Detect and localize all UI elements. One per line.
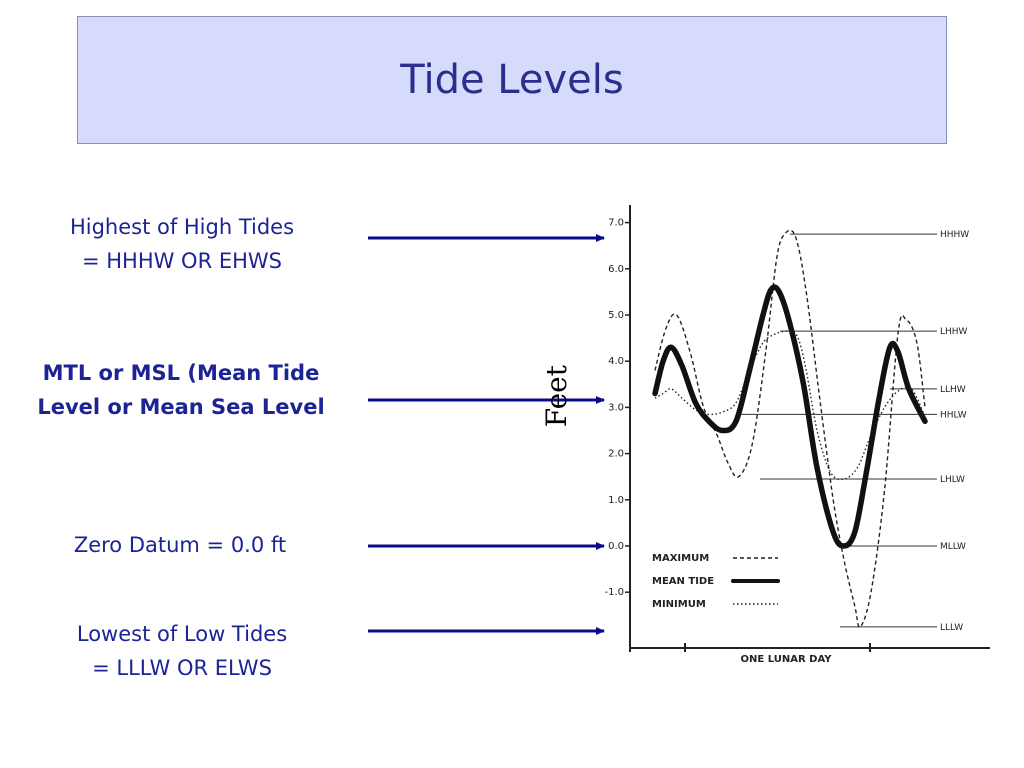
- mtl-label: MTL or MSL (Mean Tide Level or Mean Sea …: [0, 356, 362, 424]
- title-band: Tide Levels: [77, 16, 947, 144]
- lllw-label-line-2: = LLLW OR ELWS: [92, 656, 272, 680]
- legend-label: MAXIMUM: [652, 553, 709, 564]
- level-label-lhhw: LHHW: [940, 327, 968, 337]
- y-tick-label: 3.0: [608, 402, 624, 413]
- series-maximum: [654, 229, 926, 628]
- zero-datum-label-text: Zero Datum = 0.0 ft: [73, 533, 287, 557]
- mtl-label-line-2: Level or Mean Sea Level: [37, 395, 325, 419]
- lllw-label-line-1: Lowest of Low Tides: [76, 622, 288, 646]
- level-label-lllw: LLLW: [940, 623, 963, 633]
- y-tick-label: 7.0: [608, 218, 624, 229]
- y-tick-label: 2.0: [608, 449, 624, 460]
- level-label-lhlw: LHLW: [940, 475, 965, 485]
- series-minimum: [654, 330, 926, 481]
- x-axis-label: ONE LUNAR DAY: [741, 654, 833, 665]
- level-label-hhhw: HHHW: [940, 230, 969, 240]
- y-tick-label: 5.0: [608, 310, 624, 321]
- y-tick-label: -1.0: [604, 587, 624, 598]
- hhhw-label: Highest of High Tides = HHHW OR EHWS: [12, 210, 352, 278]
- y-tick-label: 6.0: [608, 264, 624, 275]
- legend-label: MEAN TIDE: [652, 576, 714, 587]
- hhhw-label-line-2: = HHHW OR EHWS: [81, 249, 283, 273]
- series-mean-tide: [652, 284, 928, 549]
- zero-datum-label: Zero Datum = 0.0 ft: [14, 528, 346, 562]
- mtl-label-line-1: MTL or MSL (Mean Tide: [42, 361, 320, 385]
- page-title: Tide Levels: [400, 57, 624, 103]
- y-tick-label: 1.0: [608, 495, 624, 506]
- y-tick-label: 4.0: [608, 356, 624, 367]
- lllw-label: Lowest of Low Tides = LLLW OR ELWS: [12, 617, 352, 685]
- y-tick-label: 0.0: [608, 541, 624, 552]
- level-label-mllw: MLLW: [940, 542, 966, 552]
- legend-label: MINIMUM: [652, 599, 706, 610]
- level-label-llhw: LLHW: [940, 385, 966, 395]
- y-axis-label: Feet: [540, 365, 573, 428]
- hhhw-label-line-1: Highest of High Tides: [69, 215, 295, 239]
- level-label-hhlw: HHLW: [940, 410, 967, 420]
